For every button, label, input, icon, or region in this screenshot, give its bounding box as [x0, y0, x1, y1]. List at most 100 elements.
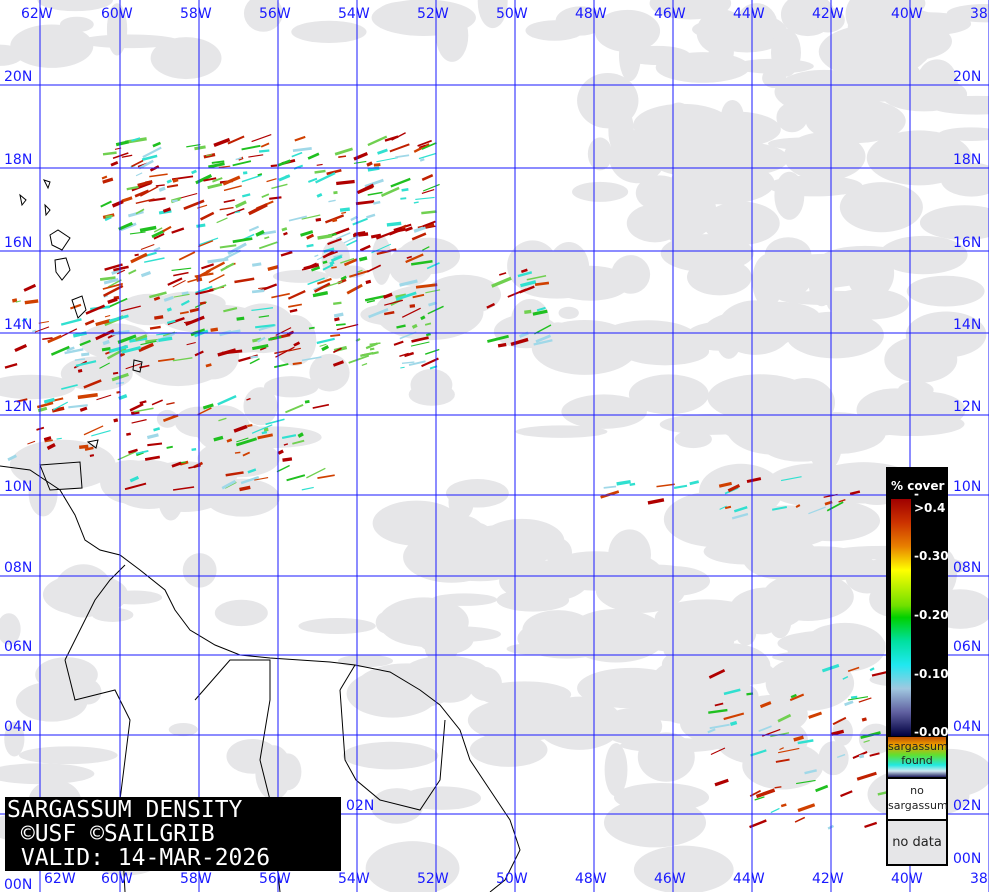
no-data-patch: [906, 275, 985, 307]
sargassum-streak: [301, 356, 322, 362]
no-data-patch: [813, 664, 853, 702]
sargassum-streak: [251, 307, 274, 312]
sargassum-streak: [369, 347, 375, 351]
sargassum-streak: [107, 297, 118, 304]
longitude-label: 38: [970, 6, 988, 22]
sargassum-streak: [196, 223, 206, 228]
sargassum-streak: [223, 306, 238, 313]
no-data-patch: [91, 607, 134, 622]
sargassum-streak: [146, 433, 159, 440]
sargassum-streak: [335, 323, 346, 327]
no-data-patch: [360, 303, 424, 326]
no-data-patch: [520, 276, 594, 299]
sargassum-streak: [258, 149, 270, 153]
sargassum-streak: [154, 315, 164, 320]
sargassum-streak: [307, 177, 318, 183]
valid-date: VALID: 14-MAR-2026: [7, 845, 271, 871]
sargassum-streak: [306, 467, 326, 479]
no-data-patch: [635, 175, 685, 211]
sargassum-streak: [172, 279, 186, 288]
sargassum-streak: [257, 173, 263, 176]
sargassum-streak: [389, 143, 410, 153]
no-data-patch: [897, 381, 934, 399]
sargassum-streak: [413, 225, 426, 233]
sargassum-streak: [533, 339, 553, 346]
sargassum-streak: [864, 821, 878, 829]
sargassum-streak: [723, 688, 741, 696]
sargassum-streak: [197, 407, 212, 416]
sargassum-streak: [314, 169, 326, 174]
sargassum-streak: [391, 132, 406, 141]
sargassum-streak: [264, 236, 270, 240]
sargassum-streak: [223, 199, 235, 203]
sargassum-streak: [21, 317, 28, 322]
sargassum-streak: [172, 357, 193, 362]
longitude-label: 58W: [180, 871, 212, 887]
sargassum-streak: [425, 332, 431, 337]
sargassum-streak: [265, 418, 285, 426]
sargassum-streak: [534, 281, 550, 286]
sargassum-streak: [395, 154, 410, 159]
sargassum-streak: [421, 210, 437, 215]
no-data-patch: [54, 564, 113, 618]
sargassum-streak: [348, 354, 370, 364]
sargassum-streak: [138, 342, 154, 353]
sargassum-streak: [510, 337, 529, 347]
sargassum-streak: [365, 279, 372, 285]
sargassum-streak: [166, 445, 173, 449]
sargassum-streak: [314, 254, 319, 258]
sargassum-streak: [401, 188, 409, 192]
sargassum-streak: [190, 328, 206, 337]
sargassum-streak: [240, 475, 260, 485]
sargassum-streak: [497, 342, 507, 348]
no-data-patch: [688, 643, 771, 689]
sargassum-streak: [808, 711, 823, 719]
no-data-patch: [182, 553, 217, 588]
no-data-patch: [637, 732, 695, 782]
sargassum-streak: [84, 319, 95, 326]
sargassum-streak: [532, 309, 548, 316]
no-data-patch: [37, 0, 113, 12]
sargassum-streak: [336, 179, 355, 186]
sargassum-streak: [166, 179, 172, 184]
sargassum-streak: [218, 165, 231, 168]
coastlines: [0, 179, 521, 892]
sargassum-streak: [307, 152, 320, 160]
sargassum-streak: [81, 352, 90, 357]
sargassum-streak: [332, 360, 344, 367]
no-data-patch: [298, 618, 376, 635]
sargassum-streak: [173, 271, 189, 277]
no-data-patch: [633, 845, 734, 892]
sargassum-streak: [293, 341, 301, 347]
sargassum-streak: [226, 438, 233, 443]
sargassum-streak: [418, 144, 426, 149]
sargassum-streak: [520, 268, 528, 274]
sargassum-streak: [242, 193, 251, 198]
sargassum-streak: [353, 160, 367, 164]
no-data-patch: [776, 102, 808, 133]
sargassum-streak: [352, 217, 368, 226]
sargassum-streak: [66, 346, 75, 352]
sargassum-streak: [383, 311, 395, 316]
sargassum-streak: [308, 326, 315, 330]
no-data-patch: [555, 6, 606, 36]
no-data-patch: [733, 58, 814, 74]
sargassum-streak: [126, 432, 131, 436]
sargassum-streak: [400, 197, 407, 200]
sargassum-streak: [339, 207, 350, 212]
sargassum-streak: [364, 178, 384, 188]
sargassum-streak: [317, 474, 335, 479]
legend-label: sargassum: [888, 799, 948, 812]
sargassum-streak: [213, 435, 224, 442]
sargassum-streak: [316, 192, 323, 198]
sargassum-streak: [199, 211, 215, 221]
sargassum-streak: [135, 449, 149, 455]
sargassum-streak: [367, 135, 388, 147]
sargassum-streak: [77, 392, 98, 400]
sargassum-streak: [331, 266, 337, 269]
longitude-label: 60W: [101, 6, 133, 22]
no-data-patch: [435, 9, 469, 62]
sargassum-streak: [534, 324, 552, 335]
sargassum-streak: [179, 460, 189, 466]
sargassum-streak: [815, 784, 829, 793]
